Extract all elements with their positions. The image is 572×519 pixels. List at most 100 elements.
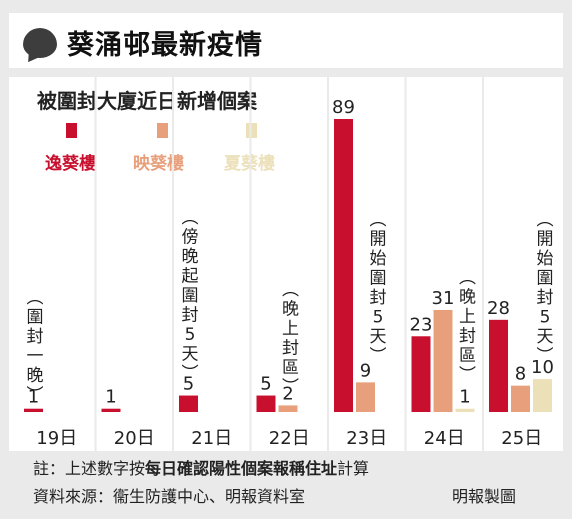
- annotation-5-char-0: ︵: [537, 210, 554, 230]
- annotation-3-char-7: ︶: [370, 347, 387, 367]
- bar-0-1: [101, 408, 121, 412]
- annotation-0-char-5: ︶: [27, 386, 44, 406]
- value-label-1-3: 2: [282, 383, 293, 404]
- source-note: 資料來源：衞生防護中心、明報資料室: [33, 487, 306, 506]
- value-label-0-4: 89: [332, 97, 355, 118]
- credit-note: 明報製圖: [452, 487, 517, 506]
- value-label-0-0: 1: [28, 387, 39, 408]
- value-label-0-6: 28: [487, 298, 510, 319]
- value-label-0-2: 5: [183, 374, 194, 395]
- annotation-5-char-6: 天: [537, 327, 554, 347]
- annotation-0-char-1: 圍: [27, 308, 44, 328]
- category-label-1: 20日: [114, 428, 155, 449]
- annotation-4-char-0: ︵: [459, 268, 476, 288]
- annotation-3-char-1: 開: [370, 230, 387, 250]
- footnote-prefix: 註：上述數字按: [33, 459, 146, 478]
- annotation-3-char-5: 5: [373, 308, 384, 328]
- annotation-5-char-1: 開: [537, 230, 554, 250]
- value-label-0-3: 5: [260, 374, 271, 395]
- bar-2-5: [455, 408, 475, 412]
- footnote-suffix: 計算: [337, 459, 370, 478]
- annotation-5-char-3: 圍: [537, 269, 554, 289]
- bar-1-6: [511, 385, 530, 412]
- annotation-5-char-4: 封: [537, 288, 554, 308]
- legend-label-1: 映葵樓: [133, 154, 184, 174]
- bar-0-5: [411, 336, 431, 412]
- value-label-1-6: 8: [515, 364, 526, 385]
- annotation-2-char-4: 區: [282, 358, 299, 378]
- column-divider-5: [404, 77, 407, 451]
- category-label-0: 19日: [36, 428, 77, 449]
- header-bar: 葵涌邨最新疫情: [9, 13, 563, 68]
- annotation-5-char-7: ︶: [537, 347, 554, 367]
- annotation-5-char-5: 5: [540, 308, 551, 328]
- bar-1-4: [356, 382, 375, 412]
- value-label-2-6: 10: [531, 357, 554, 378]
- annotation-4-char-1: 晚: [459, 288, 476, 308]
- annotation-4-char-4: 區: [459, 346, 476, 366]
- annotation-0-char-3: 一: [27, 347, 44, 367]
- annotation-2-char-5: ︶: [282, 378, 299, 398]
- annotation-1-char-3: 起: [182, 267, 199, 287]
- category-label-3: 22日: [269, 428, 310, 449]
- annotation-3-char-2: 始: [370, 249, 387, 269]
- annotation-1-char-8: ︶: [182, 364, 199, 384]
- value-label-0-5: 23: [410, 314, 433, 335]
- bar-0-6: [489, 319, 508, 412]
- column-divider-3: [249, 77, 252, 451]
- category-label-2: 21日: [191, 428, 232, 449]
- bar-0-0: [24, 408, 43, 412]
- footer: 註：上述數字按每日確認陽性個案報稱住址計算 資料來源：衞生防護中心、明報資料室 …: [0, 451, 572, 519]
- value-label-1-4: 9: [360, 360, 371, 381]
- category-label-6: 25日: [501, 428, 542, 449]
- bar-1-3: [278, 405, 298, 412]
- column-divider-6: [482, 77, 484, 451]
- annotation-2-char-2: 上: [282, 319, 299, 339]
- annotation-0-char-0: ︵: [27, 288, 44, 308]
- speech-bubble-icon: [23, 28, 57, 58]
- annotation-2-char-0: ︵: [282, 280, 299, 300]
- chart-panel: 被圍封大廈近日新增個案 逸葵樓 映葵樓 夏葵樓: [9, 77, 563, 451]
- annotation-2-char-3: 封: [282, 339, 299, 359]
- annotation-1-char-0: ︵: [182, 208, 199, 228]
- footnote: 註：上述數字按每日確認陽性個案報稱住址計算: [33, 455, 369, 479]
- bar-1-5: [433, 309, 453, 412]
- annotation-3-char-4: 封: [370, 288, 387, 308]
- category-label-5: 24日: [424, 428, 465, 449]
- annotation-1-char-2: 晚: [182, 247, 199, 267]
- value-label-1-5: 31: [432, 288, 455, 309]
- annotation-4-char-5: ︶: [459, 366, 476, 386]
- annotation-3-char-3: 圍: [370, 269, 387, 289]
- legend-label-0: 逸葵樓: [45, 154, 96, 174]
- annotation-1-char-6: 5: [185, 325, 196, 345]
- annotation-1-char-7: 天: [182, 345, 199, 365]
- value-label-0-1: 1: [105, 387, 116, 408]
- page-title: 葵涌邨最新疫情: [67, 30, 263, 61]
- annotation-2-char-1: 晚: [282, 300, 299, 320]
- annotation-4-char-3: 封: [459, 327, 476, 347]
- annotation-0-char-4: 晚: [27, 366, 44, 386]
- annotation-1-char-4: 圍: [182, 286, 199, 306]
- category-label-4: 23日: [346, 428, 387, 449]
- column-divider-1: [94, 77, 97, 451]
- annotation-0-char-2: 封: [27, 327, 44, 347]
- legend-swatch-1: [157, 123, 168, 138]
- bar-0-4: [334, 119, 353, 412]
- column-divider-4: [327, 77, 329, 451]
- value-label-2-5: 1: [459, 387, 470, 408]
- bar-0-2: [179, 395, 198, 412]
- annotation-1-char-1: 傍: [182, 228, 199, 248]
- column-divider-2: [172, 77, 174, 451]
- annotation-5-char-2: 始: [537, 249, 554, 269]
- annotation-3-char-0: ︵: [370, 210, 387, 230]
- legend-swatch-0: [66, 123, 77, 138]
- annotation-4-char-2: 上: [459, 307, 476, 327]
- footnote-bold: 每日確認陽性個案報稱住址: [145, 459, 338, 478]
- annotation-1-char-5: 封: [182, 306, 199, 326]
- annotation-3-char-6: 天: [370, 327, 387, 347]
- chart-title: 被圍封大廈近日新增個案: [37, 89, 257, 113]
- bar-2-6: [533, 379, 552, 412]
- bar-0-3: [256, 395, 276, 412]
